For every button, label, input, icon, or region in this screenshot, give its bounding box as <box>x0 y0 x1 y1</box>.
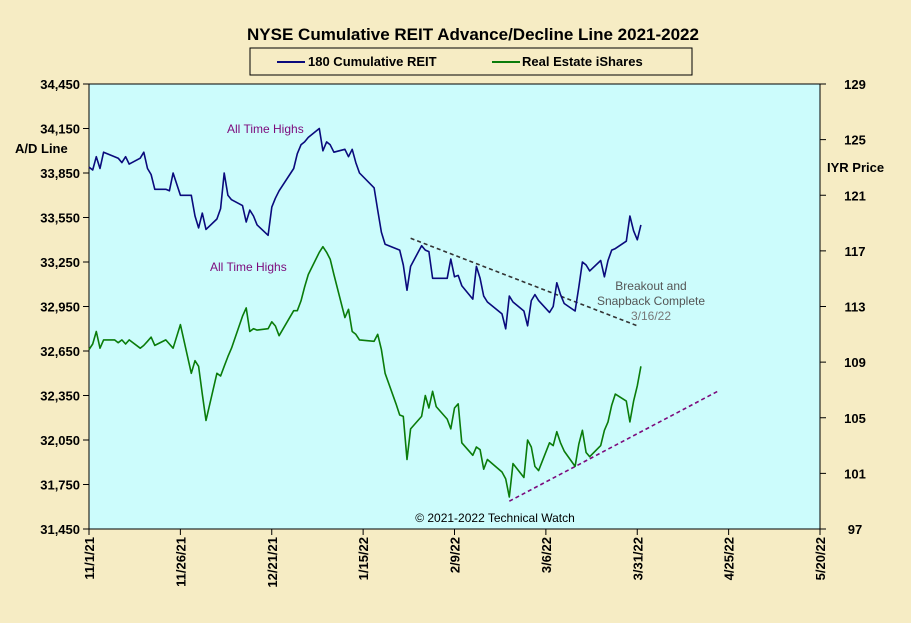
right-tick-label: 105 <box>844 411 866 426</box>
annotation-breakout-1: Breakout and <box>615 279 686 293</box>
right-tick-label: 117 <box>845 244 866 259</box>
x-tick-label: 1/15/22 <box>356 537 371 580</box>
x-tick-label: 3/6/22 <box>539 537 554 573</box>
left-tick-label: 32,950 <box>40 300 80 315</box>
trendline-ad-resistance <box>410 237 638 327</box>
series-line-iyr <box>88 245 642 498</box>
x-tick-label: 4/25/22 <box>722 537 737 580</box>
x-tick-label: 2/9/22 <box>448 537 463 573</box>
x-tick-label: 11/1/21 <box>82 537 97 580</box>
annotation-ath-ad: All Time Highs <box>227 122 304 136</box>
x-axis: 11/1/21 11/26/21 12/21/21 1/15/22 2/9/22 3/6/… <box>82 529 828 588</box>
trendline-iyr-support <box>508 390 719 502</box>
legend-label-ad-line: 180 Cumulative REIT <box>308 54 437 69</box>
left-axis: 34,450 34,150 33,850 33,550 33,250 32,950 32,6… <box>40 77 89 537</box>
series <box>88 127 642 498</box>
left-tick-label: 34,450 <box>40 77 80 92</box>
right-tick-label: 113 <box>845 300 866 315</box>
x-tick-label: 12/21/21 <box>265 537 280 588</box>
trendlines <box>410 237 719 502</box>
right-tick-label: 125 <box>844 133 866 148</box>
legend: 180 Cumulative REIT Real Estate iShares <box>249 47 693 76</box>
left-tick-label: 33,250 <box>40 255 80 270</box>
series-line-ad <box>88 127 642 330</box>
x-tick-label: 5/20/22 <box>813 537 828 580</box>
chart-title: NYSE Cumulative REIT Advance/Decline Lin… <box>247 25 699 44</box>
copyright-note: © 2021-2022 Technical Watch <box>415 511 575 525</box>
right-tick-label: 109 <box>844 355 866 370</box>
left-axis-title: A/D Line <box>15 141 68 156</box>
left-tick-label: 32,050 <box>40 433 80 448</box>
right-tick-label: 101 <box>844 466 866 481</box>
left-tick-label: 32,650 <box>40 344 80 359</box>
left-tick-label: 31,750 <box>40 478 80 493</box>
left-tick-label: 31,450 <box>40 522 80 537</box>
left-tick-label: 33,550 <box>40 211 80 226</box>
annotation-ath-iyr: All Time Highs <box>210 260 287 274</box>
left-tick-label: 32,350 <box>40 389 80 404</box>
annotation-breakout-2: Snapback Complete <box>597 294 705 308</box>
plot-area <box>88 83 821 530</box>
left-tick-label: 33,850 <box>40 166 80 181</box>
annotation-breakout-date: 3/16/22 <box>631 309 671 323</box>
x-tick-label: 3/31/22 <box>630 537 645 580</box>
right-tick-label: 121 <box>844 188 866 203</box>
right-axis: 129 125 121 117 113 109 105 101 97 <box>820 77 866 537</box>
left-tick-label: 34,150 <box>40 122 80 137</box>
legend-label-iyr: Real Estate iShares <box>522 54 643 69</box>
x-tick-label: 11/26/21 <box>173 537 188 587</box>
right-axis-title: IYR Price <box>827 160 884 175</box>
right-tick-label: 97 <box>848 522 862 537</box>
right-tick-label: 129 <box>844 77 866 92</box>
